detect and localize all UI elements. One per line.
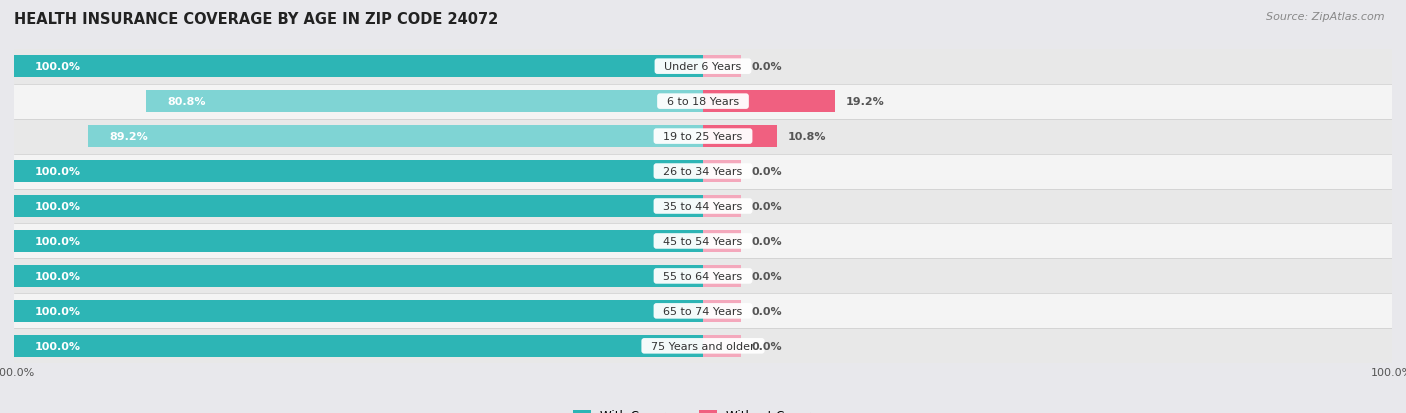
Text: 45 to 54 Years: 45 to 54 Years: [657, 236, 749, 247]
Text: 6 to 18 Years: 6 to 18 Years: [659, 97, 747, 107]
Text: 75 Years and older: 75 Years and older: [644, 341, 762, 351]
Text: 65 to 74 Years: 65 to 74 Years: [657, 306, 749, 316]
Legend: With Coverage, Without Coverage: With Coverage, Without Coverage: [568, 404, 838, 413]
Bar: [14, 56, 703, 78]
Bar: [703, 266, 741, 287]
Text: 0.0%: 0.0%: [751, 166, 782, 177]
Text: HEALTH INSURANCE COVERAGE BY AGE IN ZIP CODE 24072: HEALTH INSURANCE COVERAGE BY AGE IN ZIP …: [14, 12, 498, 27]
Bar: [703, 56, 741, 78]
Bar: [14, 161, 703, 183]
Bar: [146, 91, 703, 113]
Bar: [14, 266, 703, 287]
Bar: [703, 335, 741, 357]
Bar: [14, 329, 1392, 363]
Bar: [14, 300, 703, 322]
Text: 100.0%: 100.0%: [35, 271, 80, 281]
Text: 100.0%: 100.0%: [35, 166, 80, 177]
Text: 10.8%: 10.8%: [787, 132, 827, 142]
Bar: [89, 126, 703, 147]
Bar: [14, 335, 703, 357]
Text: 100.0%: 100.0%: [35, 62, 80, 72]
Text: 19 to 25 Years: 19 to 25 Years: [657, 132, 749, 142]
Text: 100.0%: 100.0%: [35, 341, 80, 351]
Text: 0.0%: 0.0%: [751, 62, 782, 72]
Bar: [703, 161, 741, 183]
Bar: [703, 196, 741, 217]
Bar: [14, 224, 1392, 259]
Text: 100.0%: 100.0%: [35, 236, 80, 247]
Bar: [14, 119, 1392, 154]
Text: 0.0%: 0.0%: [751, 236, 782, 247]
Text: 100.0%: 100.0%: [35, 202, 80, 211]
Text: 19.2%: 19.2%: [845, 97, 884, 107]
Text: Source: ZipAtlas.com: Source: ZipAtlas.com: [1267, 12, 1385, 22]
Bar: [703, 300, 741, 322]
Text: 80.8%: 80.8%: [167, 97, 205, 107]
Text: Under 6 Years: Under 6 Years: [658, 62, 748, 72]
Text: 0.0%: 0.0%: [751, 271, 782, 281]
Text: 55 to 64 Years: 55 to 64 Years: [657, 271, 749, 281]
Bar: [14, 84, 1392, 119]
Text: 100.0%: 100.0%: [35, 306, 80, 316]
Text: 0.0%: 0.0%: [751, 341, 782, 351]
Bar: [14, 154, 1392, 189]
Bar: [14, 189, 1392, 224]
Bar: [703, 91, 835, 113]
Bar: [14, 294, 1392, 329]
Bar: [14, 196, 703, 217]
Bar: [703, 230, 741, 252]
Text: 89.2%: 89.2%: [110, 132, 148, 142]
Text: 0.0%: 0.0%: [751, 306, 782, 316]
Bar: [14, 50, 1392, 84]
Bar: [703, 126, 778, 147]
Bar: [14, 259, 1392, 294]
Text: 35 to 44 Years: 35 to 44 Years: [657, 202, 749, 211]
Bar: [14, 230, 703, 252]
Text: 26 to 34 Years: 26 to 34 Years: [657, 166, 749, 177]
Text: 0.0%: 0.0%: [751, 202, 782, 211]
